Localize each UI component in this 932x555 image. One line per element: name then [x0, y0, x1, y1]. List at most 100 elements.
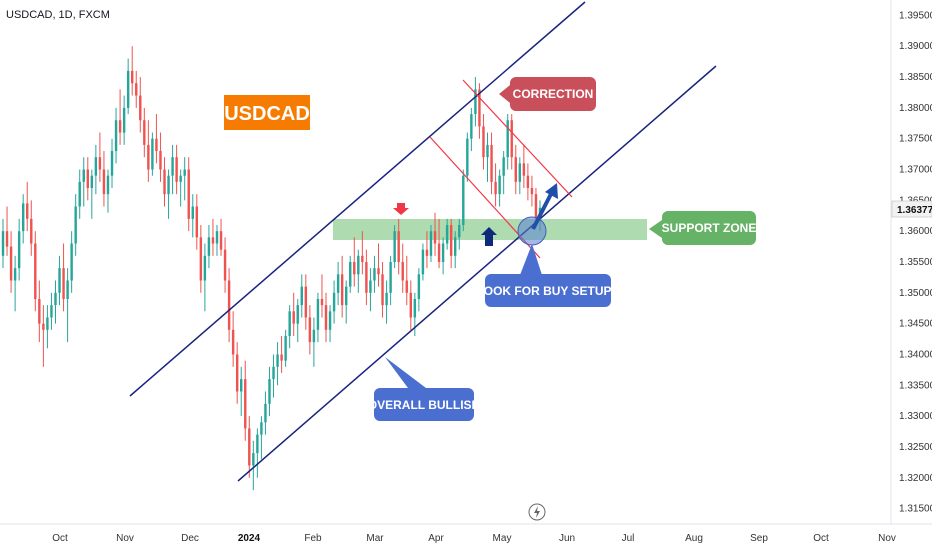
candle	[260, 416, 263, 460]
candle	[98, 132, 102, 182]
channel-lower-line[interactable]	[237, 65, 717, 482]
candle-body	[272, 366, 275, 380]
candle	[207, 225, 211, 269]
candle	[223, 237, 227, 293]
candle	[215, 225, 219, 256]
time-tick-label: Sep	[750, 533, 768, 544]
candle-body	[171, 157, 174, 176]
candle-body	[215, 231, 219, 244]
candle	[353, 237, 356, 287]
candle	[114, 107, 118, 164]
candle-body	[17, 231, 21, 269]
candle-body	[482, 126, 485, 158]
candle-body	[361, 255, 364, 262]
candle	[248, 416, 251, 478]
buy-label-pointer	[520, 244, 542, 275]
candle	[102, 151, 106, 207]
candle-body	[449, 225, 453, 256]
candle-body	[38, 298, 41, 324]
candle	[78, 169, 81, 219]
candle-body	[324, 305, 328, 330]
candle-body	[187, 169, 190, 219]
channel-upper-line[interactable]	[129, 1, 586, 397]
candle-body	[373, 268, 376, 281]
candle	[482, 114, 485, 170]
candle	[252, 440, 255, 491]
time-tick-label: May	[493, 533, 512, 544]
candle	[110, 138, 114, 189]
candle	[58, 255, 61, 306]
candle-body	[458, 225, 461, 238]
price-tick-label: 1.38500	[899, 72, 932, 83]
candle	[530, 175, 534, 207]
candle-body	[518, 163, 522, 182]
candle	[151, 132, 154, 176]
candle-body	[240, 379, 243, 392]
candle	[449, 218, 453, 269]
candle-body	[478, 89, 481, 127]
candle-body	[179, 175, 182, 182]
candle-body	[312, 329, 316, 343]
candle	[296, 298, 299, 343]
correction-upper-line[interactable]	[462, 79, 573, 198]
candle	[441, 237, 445, 275]
candle-body	[122, 107, 126, 133]
candle	[147, 120, 150, 182]
price-tick-label: 1.39500	[899, 10, 932, 21]
candle-body	[377, 268, 380, 275]
candle	[5, 206, 9, 256]
candle	[506, 114, 509, 170]
candle	[62, 243, 65, 312]
candle	[183, 157, 186, 201]
candle-body	[98, 157, 102, 170]
bullish-label-pointer	[385, 357, 426, 388]
candle-body	[163, 169, 166, 195]
candle	[9, 231, 13, 293]
time-tick-label: Oct	[52, 533, 68, 544]
candle	[437, 218, 441, 269]
candle-body	[21, 203, 25, 232]
time-tick-label: Jun	[559, 533, 575, 544]
candle	[510, 114, 513, 170]
last-price-badge	[891, 200, 932, 218]
candle	[268, 366, 271, 417]
candle-body	[54, 292, 57, 306]
candle-body	[340, 274, 344, 306]
candle-body	[256, 434, 259, 454]
candle	[490, 132, 493, 195]
candle	[86, 157, 90, 201]
candle-body	[211, 237, 215, 244]
candle-body	[30, 218, 33, 244]
candle-body	[203, 255, 207, 281]
candle-body	[50, 305, 53, 318]
candle-body	[296, 305, 299, 324]
candle-body	[78, 181, 81, 207]
candle-body	[74, 206, 77, 244]
candle	[106, 169, 110, 213]
candle-body	[409, 292, 413, 318]
candle	[130, 46, 134, 96]
price-tick-label: 1.34500	[899, 319, 932, 330]
candle-body	[349, 262, 352, 287]
candle	[389, 255, 392, 306]
support-label: SUPPORT ZONE	[662, 221, 757, 235]
candle	[494, 163, 497, 207]
candle	[50, 292, 53, 330]
candle-body	[502, 157, 505, 176]
candle-body	[118, 120, 122, 133]
candle	[155, 114, 158, 164]
time-axis[interactable]: Oct Nov Dec 2024 Feb Mar Apr May Jun Jul Aug Sep Oct…	[52, 533, 896, 544]
candle-body	[58, 268, 61, 293]
price-tick-label: 1.33500	[899, 380, 932, 391]
candle-body	[320, 298, 324, 306]
candle-body	[466, 138, 469, 176]
candle-body	[126, 70, 130, 108]
price-tick-label: 1.35000	[899, 288, 932, 299]
candle	[365, 249, 368, 306]
candle-body	[328, 311, 332, 330]
candle-body	[260, 422, 263, 435]
candle	[272, 354, 275, 398]
bullish-label-bg	[374, 388, 474, 421]
